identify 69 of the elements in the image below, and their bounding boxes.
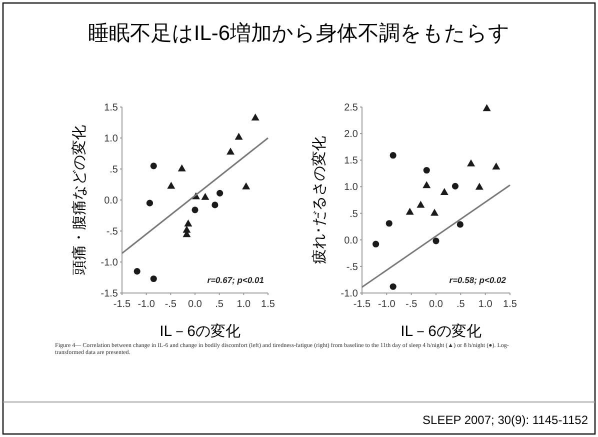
point xyxy=(178,164,186,172)
x-tick-label: 0.0 xyxy=(429,299,444,310)
point xyxy=(456,221,464,228)
x-tick-label: 0.0 xyxy=(188,299,202,310)
point xyxy=(251,114,260,121)
y-tick-label: -.5 xyxy=(106,226,118,238)
x-tick-label: -1.5 xyxy=(353,299,372,310)
y-tick-label: 2.0 xyxy=(344,129,358,140)
y-tick-label: .5 xyxy=(350,208,358,220)
x-tick-label: -1.0 xyxy=(138,299,156,310)
point xyxy=(452,182,459,190)
point xyxy=(440,188,448,196)
x-tick-label: -.5 xyxy=(405,299,418,310)
point xyxy=(216,190,224,196)
y-tick-label: 1.5 xyxy=(104,102,118,114)
y-tick-label: 1.5 xyxy=(344,156,358,167)
y-tick-label: 0.0 xyxy=(104,196,118,206)
point xyxy=(150,275,157,282)
y-tick-label: 0.0 xyxy=(344,235,358,246)
y-tick-label: -1.0 xyxy=(340,288,358,300)
point xyxy=(390,283,396,290)
annotation: r=0.67; p<0.01 xyxy=(207,275,264,285)
point xyxy=(167,182,176,189)
y-tick-label: -1.5 xyxy=(100,288,118,300)
point xyxy=(234,132,243,140)
point xyxy=(201,192,210,200)
point xyxy=(134,268,140,275)
y-tick-label: .5 xyxy=(110,164,118,176)
point xyxy=(422,181,431,188)
y-tick-label: 1.0 xyxy=(344,182,358,194)
point xyxy=(416,200,425,208)
x-tick-label: 1.5 xyxy=(261,299,276,310)
text: SLEEP 2007; 30(9): 1145-1152 xyxy=(422,413,588,427)
point xyxy=(390,152,396,159)
x-tick-label: -1.5 xyxy=(113,299,132,310)
point xyxy=(226,148,235,155)
point xyxy=(475,182,484,190)
chart-title: 睡眠不足はIL-6増加から身体不調をもたらす xyxy=(88,21,510,45)
x-axis-title: IL－6の変化 xyxy=(160,323,240,340)
point xyxy=(146,200,154,206)
x-tick-label: 1.0 xyxy=(478,299,493,310)
point xyxy=(406,208,414,215)
x-tick-label: 1.5 xyxy=(503,299,518,310)
point xyxy=(242,182,250,190)
point xyxy=(386,220,392,227)
point xyxy=(430,208,439,216)
point xyxy=(467,159,476,166)
point xyxy=(492,162,500,170)
x-tick-label: 1.0 xyxy=(236,299,252,310)
point xyxy=(212,202,218,208)
y-tick-label: -1.0 xyxy=(100,258,118,268)
x-tick-label: .5 xyxy=(456,299,466,310)
y-tick-label: 1.0 xyxy=(104,134,118,144)
x-axis-title: IL－6の変化 xyxy=(400,323,482,340)
x-tick-label: .5 xyxy=(215,299,224,310)
point xyxy=(432,238,440,244)
x-tick-label: -.5 xyxy=(164,299,177,310)
point xyxy=(192,206,198,214)
point xyxy=(184,220,192,227)
point xyxy=(150,162,157,170)
y-tick-label: -.5 xyxy=(346,262,358,273)
annotation: r=0.58; p<0.02 xyxy=(449,275,506,285)
y-axis-title: 疲れ･だるさの変化 xyxy=(311,136,328,264)
point xyxy=(372,240,380,248)
x-tick-label: -1.0 xyxy=(378,299,396,310)
point xyxy=(482,104,491,112)
y-tick-label: 2.5 xyxy=(344,102,358,114)
point xyxy=(423,166,430,174)
y-axis-title: 頭痛・腹痛などの変化 xyxy=(71,125,88,275)
